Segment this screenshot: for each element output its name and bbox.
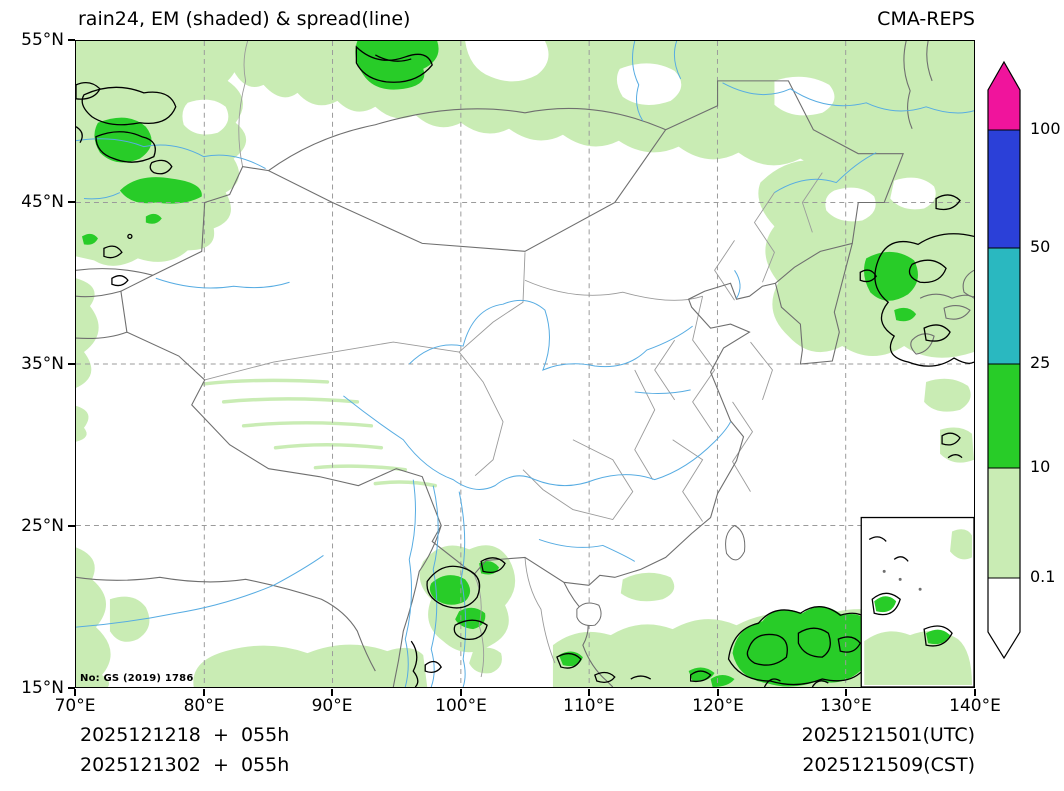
lat-tickmark [68,525,75,527]
shading-holes [182,41,936,222]
precip-heavy-shading [81,41,918,687]
vietnam-coast [563,582,614,687]
footer-init-utc: 2025121218 + 055h [80,724,290,746]
myanmar-coast [392,525,442,687]
bay-of-bengal-coast [76,576,376,672]
amur-river [722,82,974,114]
footer-init-cst: 2025121302 + 055h [80,754,290,776]
colorbar-seg-cyan [988,248,1020,364]
islands [576,524,746,627]
country-coastlines [76,41,974,687]
korea-coast [774,243,853,365]
lat-tickmark [68,201,75,203]
colorbar-label-0p1: 0.1 [1030,567,1056,586]
colorbar-label-10: 10 [1030,457,1051,476]
lat-tick-15n: 15°N [21,678,64,698]
chart-title: rain24, EM (shaded) & spread(line) [78,8,411,30]
lon-tick-110e: 110°E [563,696,615,716]
lon-tick-100e: 100°E [435,696,487,716]
colorbar-under-arrow [988,632,1020,658]
footer-valid-utc: 2025121501(UTC) [801,724,975,746]
colorbar-seg-green [988,364,1020,468]
lat-tickmark [68,687,75,689]
province-borders [204,41,823,678]
license-note: No: GS (2019) 1786 [80,673,194,684]
lon-tick-70e: 70°E [54,696,96,716]
model-name: CMA-REPS [877,8,975,30]
rivers [76,41,974,687]
lat-tickmark [68,363,75,365]
yellow-river [408,299,693,371]
colorbar [987,60,1021,660]
lat-tick-35n: 35°N [21,354,64,374]
colorbar-seg-white [988,578,1020,632]
lon-tickmark [717,689,719,696]
lon-tickmark [974,689,976,696]
yangtze-river [343,395,731,490]
lon-tick-80e: 80°E [183,696,225,716]
spread-contours [76,45,974,687]
lat-tickmark [68,39,75,41]
lon-tickmark [460,689,462,696]
footer-valid-cst: 2025121509(CST) [802,754,975,776]
lon-tickmark [74,689,76,696]
lat-tick-25n: 25°N [21,516,64,536]
china-border [120,80,904,586]
taiwan-island [725,524,746,561]
lon-tickmark [588,689,590,696]
inset-map [860,516,974,687]
kyushu-island [910,333,935,355]
map-canvas [76,41,974,687]
mongolia-russia-border [268,107,666,172]
colorbar-seg-lightgreen [988,468,1020,578]
lon-tick-140e: 140°E [949,696,1001,716]
colorbar-label-50: 50 [1030,237,1051,256]
lon-tick-120e: 120°E [692,696,744,716]
hainan-island [576,602,602,627]
lat-tick-45n: 45°N [21,192,64,212]
lon-tick-90e: 90°E [311,696,353,716]
colorbar-over-arrow [988,62,1020,90]
map-frame: No: GS (2019) 1786 [75,40,975,688]
colorbar-outline [987,60,1021,660]
lon-tick-130e: 130°E [820,696,872,716]
colorbar-label-100: 100 [1030,119,1061,138]
lon-tickmark [203,689,205,696]
pearl-river [538,538,636,562]
lon-tickmark [845,689,847,696]
colorbar-seg-blue [988,130,1020,248]
lat-tick-55n: 55°N [21,30,64,50]
colorbar-seg-magenta [988,90,1020,130]
colorbar-label-25: 25 [1030,353,1051,372]
lon-tickmark [331,689,333,696]
